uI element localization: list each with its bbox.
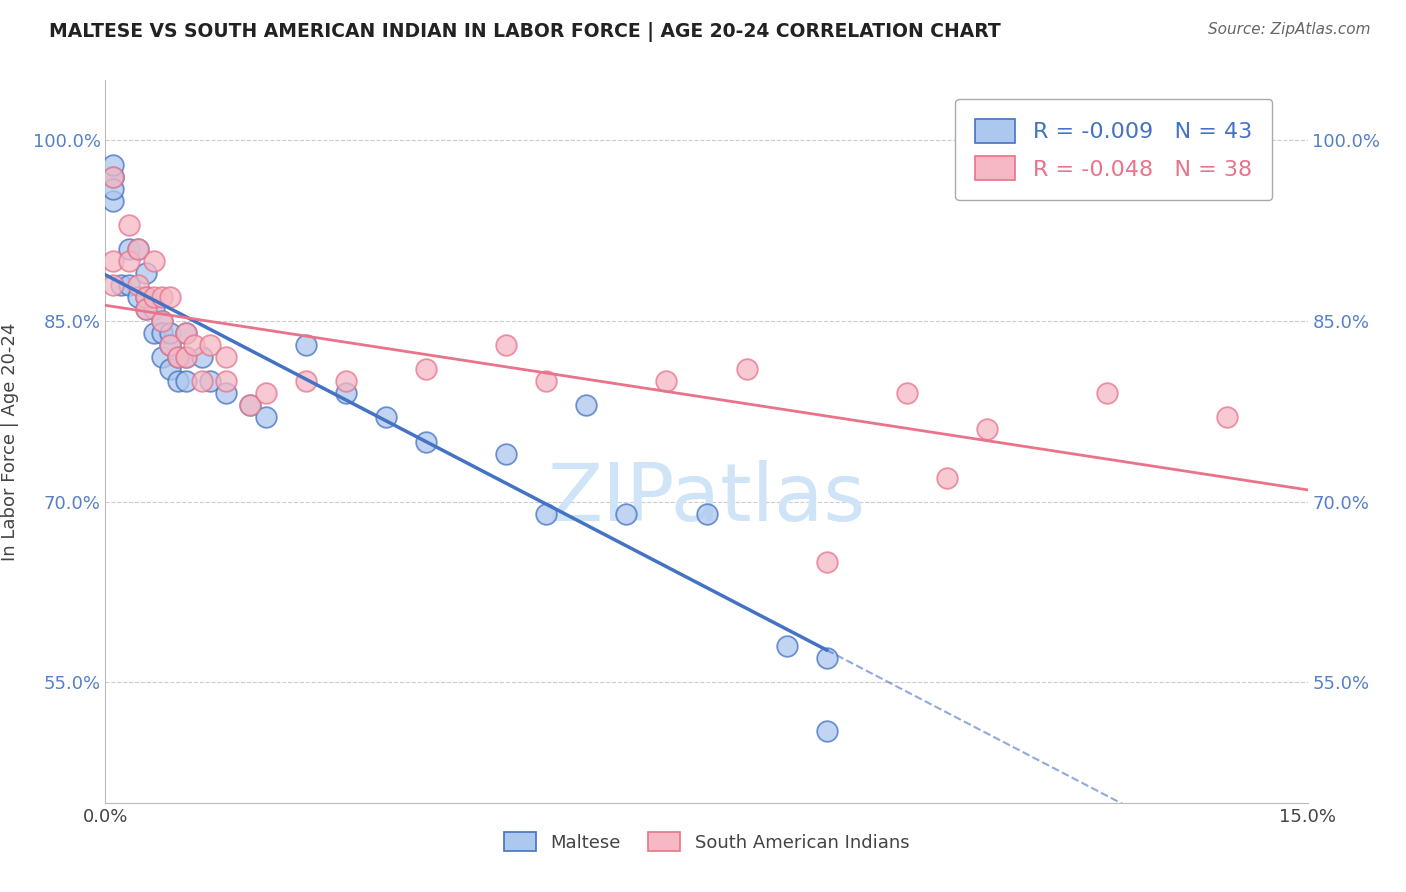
Point xyxy=(295,375,318,389)
Point xyxy=(776,640,799,654)
Point xyxy=(190,351,212,365)
Point xyxy=(295,338,318,352)
Point xyxy=(103,254,125,268)
Point xyxy=(142,301,165,317)
Point xyxy=(110,277,132,292)
Point xyxy=(103,277,125,292)
Point xyxy=(214,351,236,365)
Point xyxy=(239,398,262,412)
Point xyxy=(103,169,125,184)
Point xyxy=(166,351,188,365)
Text: MALTESE VS SOUTH AMERICAN INDIAN IN LABOR FORCE | AGE 20-24 CORRELATION CHART: MALTESE VS SOUTH AMERICAN INDIAN IN LABO… xyxy=(49,22,1001,42)
Point xyxy=(239,398,262,412)
Point xyxy=(696,507,718,521)
Point xyxy=(655,375,678,389)
Point xyxy=(159,338,181,352)
Point xyxy=(142,254,165,268)
Point xyxy=(174,351,197,365)
Point xyxy=(495,338,517,352)
Point xyxy=(103,194,125,208)
Point xyxy=(174,326,197,341)
Point xyxy=(536,375,558,389)
Point xyxy=(103,158,125,172)
Point xyxy=(135,266,157,280)
Point xyxy=(127,290,149,304)
Point xyxy=(166,375,188,389)
Point xyxy=(735,362,758,376)
Point xyxy=(976,423,998,437)
Point xyxy=(118,277,141,292)
Point xyxy=(174,351,197,365)
Point xyxy=(1097,386,1119,401)
Point xyxy=(142,326,165,341)
Point xyxy=(159,338,181,352)
Point xyxy=(135,290,157,304)
Point xyxy=(127,242,149,256)
Point xyxy=(118,218,141,232)
Point xyxy=(896,386,918,401)
Point xyxy=(536,507,558,521)
Point xyxy=(335,386,357,401)
Text: ZIPatlas: ZIPatlas xyxy=(547,460,866,539)
Point xyxy=(118,242,141,256)
Point xyxy=(254,386,277,401)
Point xyxy=(198,375,221,389)
Point xyxy=(166,351,188,365)
Point xyxy=(815,651,838,665)
Point xyxy=(214,386,236,401)
Point xyxy=(103,169,125,184)
Y-axis label: In Labor Force | Age 20-24: In Labor Force | Age 20-24 xyxy=(0,322,18,561)
Point xyxy=(575,398,598,412)
Point xyxy=(415,434,437,449)
Point xyxy=(375,410,398,425)
Point xyxy=(183,338,205,352)
Point xyxy=(214,375,236,389)
Point xyxy=(142,290,165,304)
Point xyxy=(150,314,173,328)
Point xyxy=(103,169,125,184)
Point xyxy=(150,351,173,365)
Point xyxy=(150,314,173,328)
Point xyxy=(135,290,157,304)
Point xyxy=(103,182,125,196)
Point xyxy=(135,301,157,317)
Point xyxy=(150,326,173,341)
Text: Source: ZipAtlas.com: Source: ZipAtlas.com xyxy=(1208,22,1371,37)
Point xyxy=(127,242,149,256)
Point xyxy=(174,326,197,341)
Point xyxy=(815,723,838,738)
Point xyxy=(127,277,149,292)
Point xyxy=(159,326,181,341)
Legend: Maltese, South American Indians: Maltese, South American Indians xyxy=(496,824,917,859)
Point xyxy=(1216,410,1239,425)
Point xyxy=(254,410,277,425)
Point xyxy=(616,507,638,521)
Point xyxy=(415,362,437,376)
Point xyxy=(159,290,181,304)
Point xyxy=(190,375,212,389)
Point xyxy=(174,375,197,389)
Point xyxy=(198,338,221,352)
Point xyxy=(118,254,141,268)
Point xyxy=(159,362,181,376)
Point xyxy=(495,447,517,461)
Point xyxy=(335,375,357,389)
Point xyxy=(815,555,838,569)
Point xyxy=(936,471,959,485)
Point xyxy=(150,290,173,304)
Point xyxy=(135,301,157,317)
